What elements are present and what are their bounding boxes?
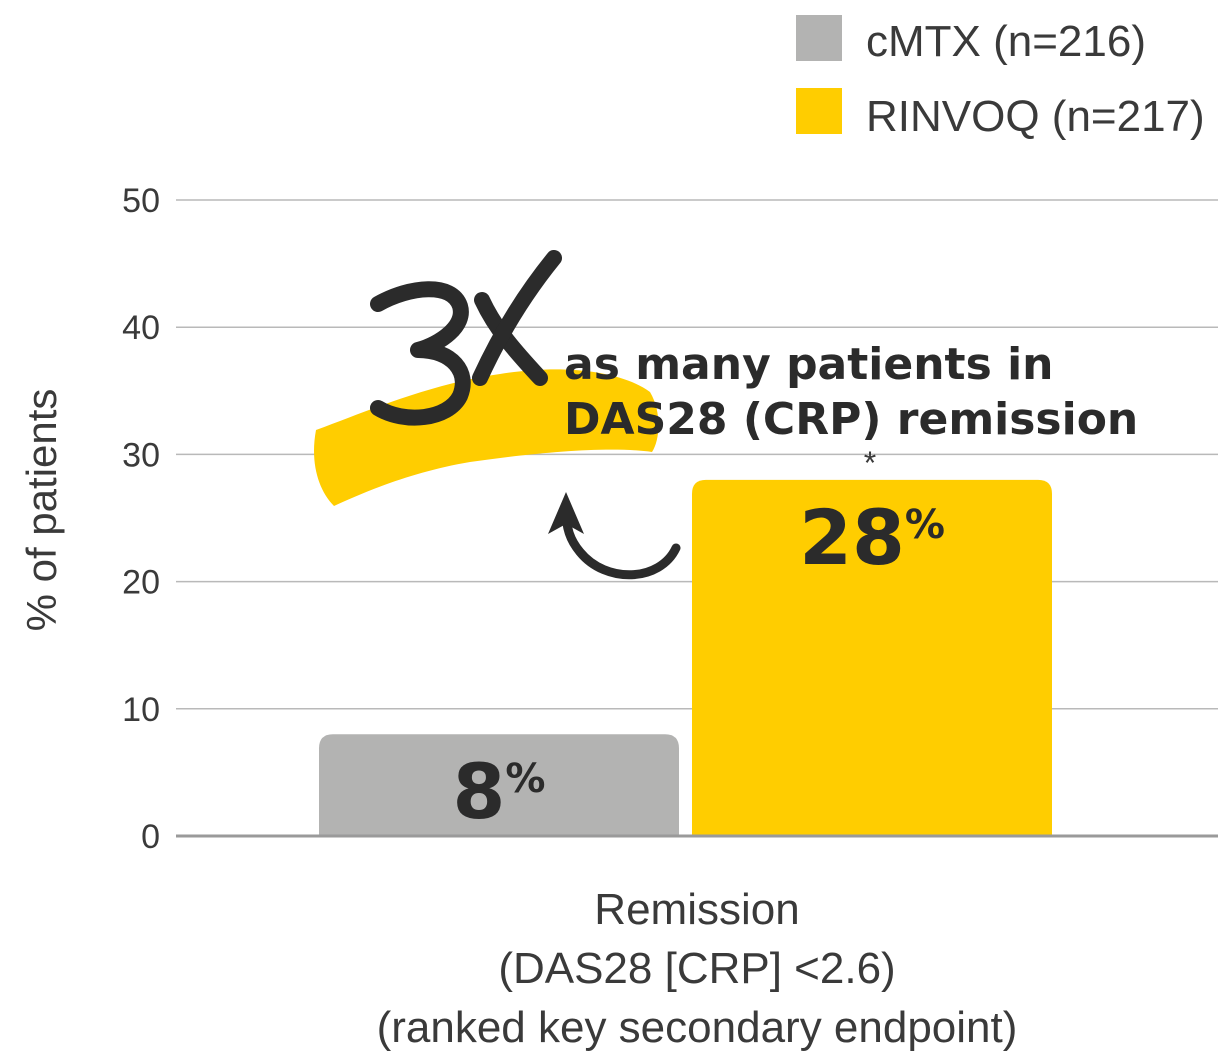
three-x-icon [370, 250, 562, 426]
callout-annotation: as many patients in DAS28 (CRP) remissio… [314, 250, 1138, 580]
bar-value-rinvoq-number: 28 [799, 493, 905, 582]
x-axis-label: Remission (DAS28 [CRP] <2.6) (ranked key… [377, 885, 1018, 1052]
y-tick-label-20: 20 [122, 564, 160, 602]
callout-line-2: DAS28 (CRP) remission [564, 394, 1138, 445]
curved-arrow-icon [561, 505, 681, 580]
x-label-line-2: (DAS28 [CRP] <2.6) [498, 944, 895, 993]
x-label-line-1: Remission [594, 885, 799, 934]
legend-label-rinvoq: RINVOQ (n=217) [866, 92, 1205, 141]
y-tick-label-10: 10 [122, 691, 160, 729]
bar-value-rinvoq-unit: % [905, 502, 945, 548]
y-tick-label-0: 0 [141, 818, 160, 856]
brush-stroke-highlight [314, 369, 659, 506]
significance-asterisk: * [864, 445, 876, 481]
bar-value-cmtx-number: 8 [453, 747, 506, 836]
legend-swatch-cmtx [796, 15, 842, 61]
y-tick-label-50: 50 [122, 182, 160, 220]
bar-rinvoq [692, 479, 1052, 836]
callout-line-1: as many patients in [564, 339, 1053, 390]
x-label-line-3: (ranked key secondary endpoint) [377, 1003, 1018, 1052]
bar-cmtx [319, 734, 679, 836]
arrow-head-icon [548, 492, 584, 534]
y-tick-label-40: 40 [122, 309, 160, 347]
bar-value-cmtx: 8% [453, 747, 546, 836]
bar-value-cmtx-unit: % [505, 756, 545, 802]
y-tick-label-30: 30 [122, 436, 160, 474]
bar-value-labels: 8% 28% * [453, 445, 945, 836]
y-axis-title: % of patients [18, 389, 65, 632]
legend: cMTX (n=216) RINVOQ (n=217) [796, 15, 1205, 141]
legend-swatch-rinvoq [796, 88, 842, 134]
y-tick-labels: 0 10 20 30 40 50 [122, 182, 160, 856]
legend-label-cmtx: cMTX (n=216) [866, 17, 1146, 66]
bar-value-rinvoq: 28% [799, 493, 945, 582]
bars [319, 479, 1052, 836]
